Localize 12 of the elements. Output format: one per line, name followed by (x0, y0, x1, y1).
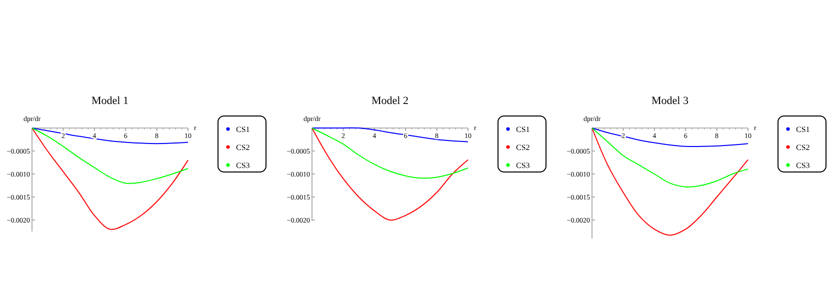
legend-label: CS3 (796, 161, 810, 170)
chart-title: Model 1 (92, 95, 128, 107)
legend-label: CS1 (516, 125, 530, 134)
legend-label: CS3 (516, 161, 530, 170)
chart-title: Model 3 (652, 95, 689, 107)
legend-label: CS3 (236, 161, 250, 170)
legend-label: CS2 (796, 143, 810, 152)
legend-label: CS2 (516, 143, 530, 152)
legend-label: CS1 (236, 125, 250, 134)
legend-label: CS1 (796, 125, 810, 134)
chart-title: Model 2 (372, 95, 408, 107)
legend-label: CS2 (236, 143, 250, 152)
